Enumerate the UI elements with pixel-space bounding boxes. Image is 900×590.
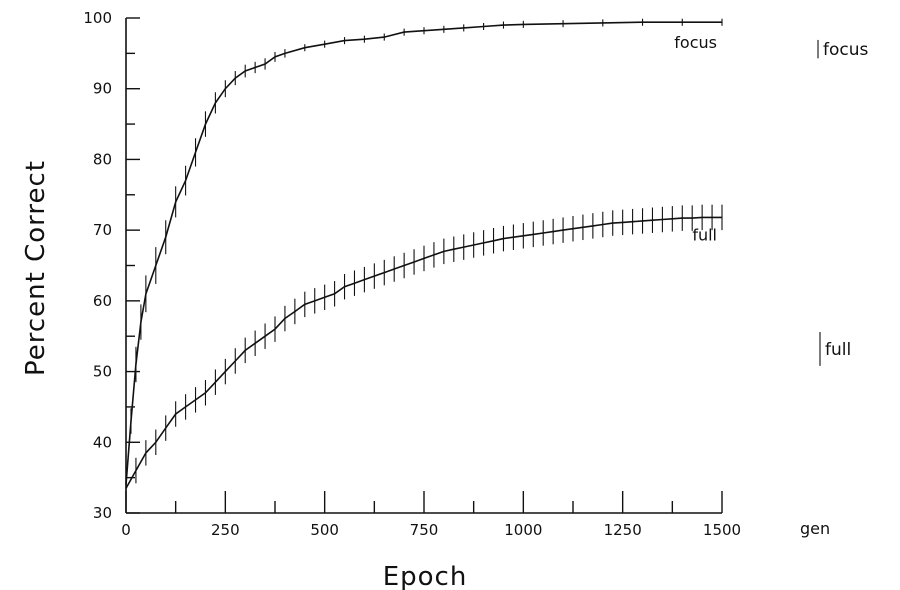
x-tick-label: 750: [410, 521, 439, 539]
y-axis-title: Percent Correct: [21, 160, 51, 376]
x-axis-title: Epoch: [383, 562, 468, 590]
x-tick-label: 1000: [504, 521, 542, 539]
legend-label: full: [825, 340, 851, 360]
y-tick-label: 100: [83, 9, 112, 27]
x-tick-label: 250: [211, 521, 240, 539]
x-tick-label: 1250: [604, 521, 642, 539]
legend: focus full: [817, 39, 869, 366]
legend-label: focus: [823, 40, 869, 60]
legend-item-focus: focus: [817, 39, 869, 60]
y-tick-label: 60: [93, 292, 112, 310]
x-tick-label: 0: [121, 521, 131, 539]
series-full: full: [125, 204, 723, 501]
series-label-focus: focus: [674, 33, 717, 52]
y-tick-label: 80: [93, 150, 112, 168]
x-tick-label: 500: [310, 521, 339, 539]
series-line-focus: [125, 21, 722, 485]
series-layer: focus full: [125, 18, 723, 501]
x-tick-label: 1500: [703, 521, 741, 539]
legend-item-full: full: [819, 331, 851, 366]
y-tick-label: 40: [93, 433, 112, 451]
y-tick-label: 50: [93, 363, 112, 381]
series-label-full: full: [692, 225, 717, 244]
series-focus: focus: [125, 18, 723, 489]
y-tick-label: 70: [93, 221, 112, 239]
x-axis-extra-label: gen: [800, 519, 830, 538]
y-tick-label: 30: [93, 504, 112, 522]
y-tick-label: 90: [93, 80, 112, 98]
